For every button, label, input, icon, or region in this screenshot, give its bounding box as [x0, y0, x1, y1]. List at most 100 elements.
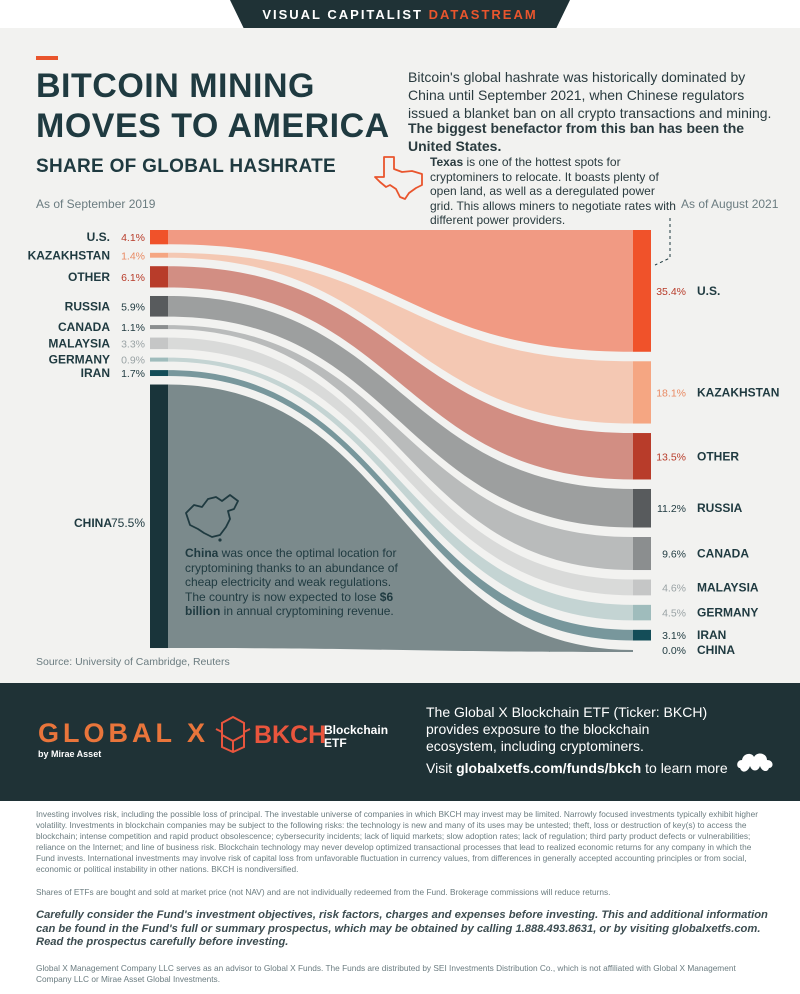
- left-date-label: As of September 2019: [36, 197, 156, 211]
- right-label-china: CHINA: [697, 643, 735, 657]
- right-label-kazakhstan: KAZAKHSTAN: [697, 385, 779, 399]
- right-bar-germany: [633, 604, 651, 621]
- left-bar-malaysia: [150, 337, 168, 350]
- hashrate-sankey-chart: U.S. 4.1% KAZAKHSTAN 1.4% OTHER 6.1% RUSSIA 5.9…: [28, 218, 779, 657]
- right-bar-iran: [633, 629, 651, 641]
- texas-icon: [374, 156, 423, 200]
- etf-link[interactable]: globalxetfs.com/funds/bkch: [456, 760, 642, 776]
- right-label-canada: CANADA: [697, 547, 749, 561]
- flow-russia: [168, 295, 633, 528]
- disclaimer-shares: Shares of ETFs are bought and sold at ma…: [36, 887, 611, 897]
- flow-canada: [168, 325, 633, 571]
- page-title: BITCOIN MINING MOVES TO AMERICA: [36, 67, 390, 145]
- left-label-other: OTHER: [68, 270, 110, 284]
- left-label-malaysia: MALAYSIA: [48, 336, 110, 350]
- flow-malaysia: [168, 337, 633, 596]
- right-bar-malaysia: [633, 579, 651, 596]
- brand-name: VISUAL CAPITALIST: [262, 7, 423, 22]
- right-value-other: 13.5%: [656, 451, 686, 463]
- left-bar-iran: [150, 370, 168, 377]
- left-value-canada: 1.1%: [121, 322, 145, 334]
- intro-highlight: The biggest benefactor from this ban has…: [408, 120, 745, 154]
- brand-band: VISUAL CAPITALIST DATASTREAM: [230, 0, 570, 28]
- title-accent-line: [36, 56, 58, 60]
- left-value-china: 75.5%: [111, 516, 145, 530]
- china-note-text1: was once the optimal location for crypto…: [185, 546, 398, 604]
- flow-germany: [168, 357, 633, 621]
- left-value-malaysia: 3.3%: [121, 338, 145, 350]
- right-bar-kazakhstan: [633, 361, 651, 424]
- left-label-germany: GERMANY: [49, 353, 110, 367]
- texas-leader-line: [654, 218, 671, 266]
- right-label-germany: GERMANY: [697, 606, 758, 620]
- flow-us: [168, 230, 633, 352]
- flow-other: [168, 266, 633, 480]
- flow-iran: [168, 370, 633, 641]
- left-label-iran: IRAN: [81, 366, 110, 380]
- brand-accent: DATASTREAM: [428, 7, 538, 22]
- bkch-subtitle: Blockchain ETF: [324, 723, 389, 750]
- right-label-other: OTHER: [697, 449, 739, 463]
- left-value-us: 4.1%: [121, 232, 145, 244]
- left-label-us: U.S.: [87, 230, 110, 244]
- texas-note: Texas is one of the hottest spots for cr…: [430, 155, 680, 228]
- left-bar-germany: [150, 357, 168, 362]
- global-x-logo[interactable]: GLOBAL X: [38, 718, 210, 748]
- chart-title: SHARE OF GLOBAL HASHRATE: [36, 156, 336, 177]
- flow-kazakhstan: [168, 252, 633, 424]
- visit-prefix: Visit: [426, 760, 457, 776]
- right-value-us: 35.4%: [656, 286, 686, 298]
- texas-note-bold: Texas: [430, 155, 464, 169]
- texas-note-text: is one of the hottest spots for cryptomi…: [430, 155, 676, 227]
- flow-china: [168, 384, 633, 652]
- right-label-malaysia: MALAYSIA: [697, 580, 759, 594]
- china-note: China was once the optimal location for …: [185, 546, 410, 619]
- global-x-sub: by Mirae Asset: [38, 749, 102, 759]
- left-label-kazakhstan: KAZAKHSTAN: [28, 248, 110, 262]
- disclaimer-prospectus: Carefully consider the Fund's investment…: [36, 909, 768, 948]
- right-bar-russia: [633, 488, 651, 528]
- china-note-text2: in annual cryptomining revenue.: [220, 604, 394, 618]
- left-label-canada: CANADA: [58, 320, 110, 334]
- left-bar-kazakhstan: [150, 252, 168, 258]
- left-value-germany: 0.9%: [121, 355, 145, 367]
- right-label-us: U.S.: [697, 284, 720, 298]
- china-note-bold2: $6 billion: [185, 589, 394, 619]
- visual-capitalist-cloud-icon: [737, 753, 773, 772]
- left-bar-china: [150, 384, 168, 649]
- visit-suffix: to learn more: [641, 760, 728, 776]
- left-bar-canada: [150, 325, 168, 330]
- left-label-russia: RUSSIA: [65, 299, 111, 313]
- right-bar-us: [633, 230, 651, 352]
- etf-description: The Global X Blockchain ETF (Ticker: BKC…: [426, 704, 708, 754]
- top-banner: VISUAL CAPITALIST DATASTREAM: [0, 0, 800, 28]
- intro-text: Bitcoin's global hashrate was historical…: [408, 69, 772, 121]
- sponsor-band: [0, 683, 800, 801]
- left-label-china: CHINA: [74, 516, 112, 530]
- right-value-china: 0.0%: [662, 645, 686, 657]
- right-value-canada: 9.6%: [662, 549, 686, 561]
- disclaimer-advisor: Global X Management Company LLC serves a…: [36, 963, 736, 984]
- china-map-icon: [185, 494, 239, 542]
- blockchain-cubes-icon: [215, 715, 251, 753]
- left-bar-other: [150, 266, 168, 288]
- china-note-bold: China: [185, 546, 219, 560]
- right-bar-canada: [633, 537, 651, 571]
- right-label-russia: RUSSIA: [697, 501, 743, 515]
- left-value-russia: 5.9%: [121, 301, 145, 313]
- left-value-other: 6.1%: [121, 272, 145, 284]
- etf-visit-line: Visit globalxetfs.com/funds/bkch to lear…: [426, 760, 728, 776]
- right-label-iran: IRAN: [697, 628, 726, 642]
- bkch-logo[interactable]: BKCH: [254, 721, 327, 749]
- right-bar-other: [633, 433, 651, 480]
- disclaimer-risk: Investing involves risk, including the p…: [36, 809, 759, 874]
- right-value-kazakhstan: 18.1%: [656, 387, 686, 399]
- chart-source: Source: University of Cambridge, Reuters: [36, 656, 230, 668]
- left-value-kazakhstan: 1.4%: [121, 250, 145, 262]
- right-date-label: As of August 2021: [681, 197, 779, 211]
- right-value-russia: 11.2%: [657, 503, 686, 515]
- left-bar-us: [150, 230, 168, 245]
- left-bar-russia: [150, 295, 168, 317]
- right-value-iran: 3.1%: [662, 630, 686, 642]
- right-value-malaysia: 4.6%: [662, 582, 686, 594]
